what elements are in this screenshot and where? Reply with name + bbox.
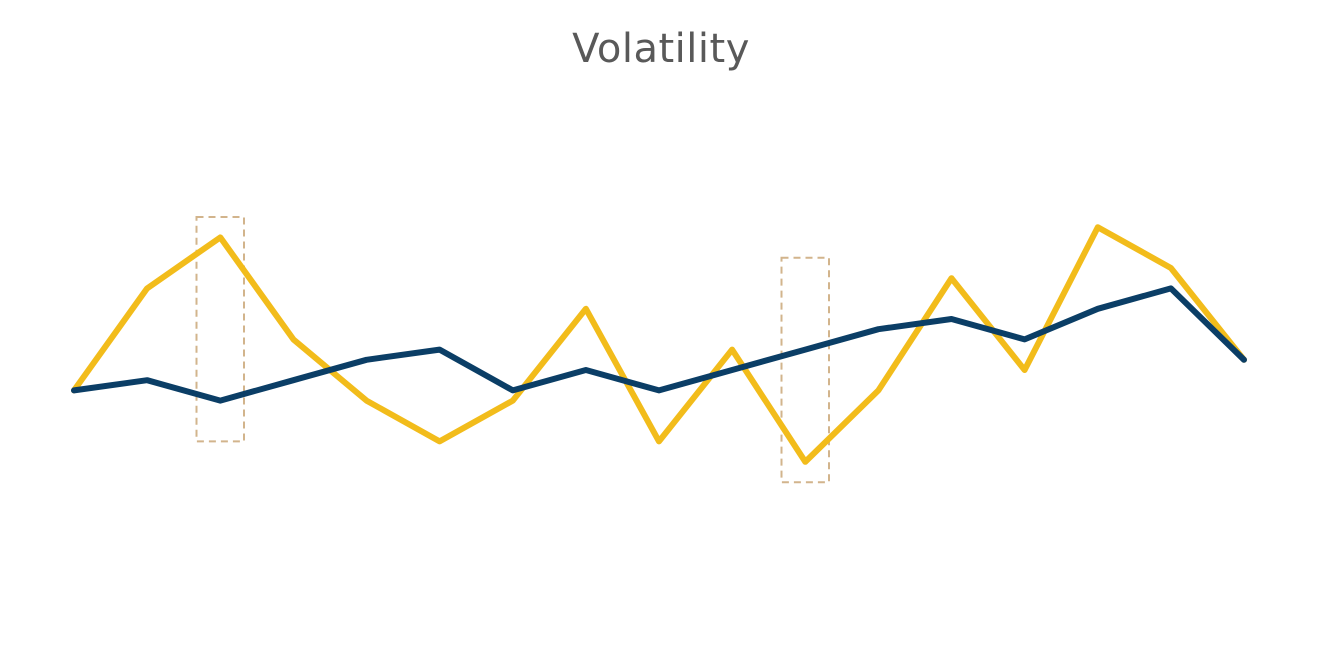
highlight-boxes [195, 216, 830, 484]
highlight-box-2 [780, 256, 830, 484]
series-line-2 [71, 285, 1247, 404]
series-line-1 [71, 224, 1247, 465]
highlight-box-1 [195, 216, 245, 443]
chart-title: Volatility [572, 26, 750, 72]
series-lines [71, 224, 1247, 465]
